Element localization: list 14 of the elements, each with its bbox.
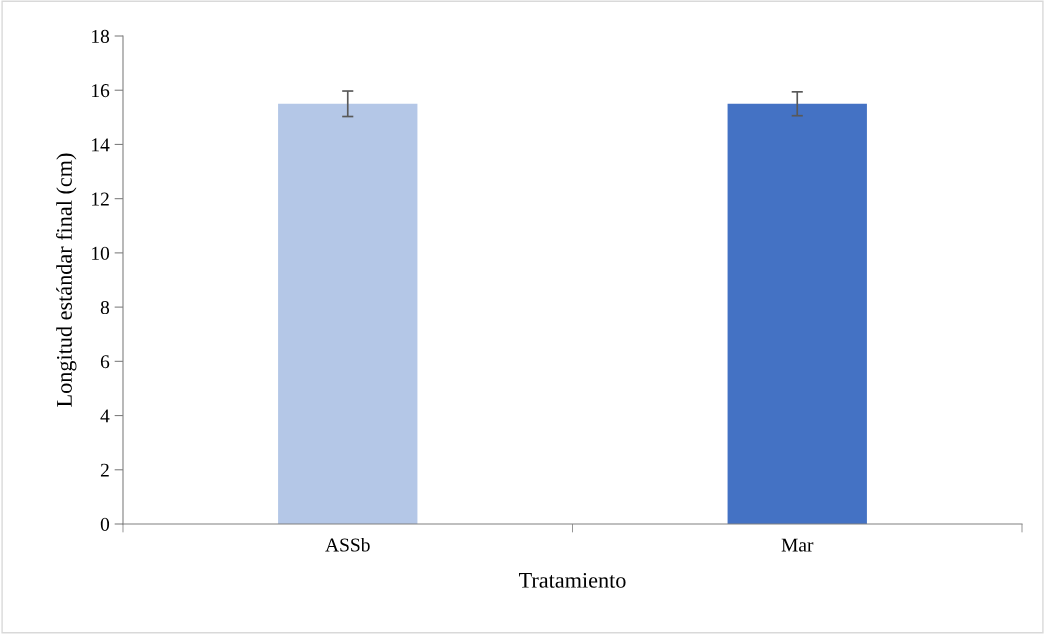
y-tick-label: 6 [100, 355, 110, 369]
x-axis-title: Tratamiento [518, 572, 626, 588]
y-tick-label: 2 [100, 463, 109, 477]
y-tick-label: 14 [92, 138, 110, 152]
y-tick-label: 4 [100, 409, 110, 423]
x-tick-label: ASSb [325, 537, 370, 552]
y-axis-title: Longitud estándar final (cm) [56, 153, 77, 407]
y-tick-label: 16 [92, 84, 110, 98]
y-tick-label: 8 [100, 300, 110, 315]
y-tick-label: 0 [100, 517, 110, 531]
x-tick-label: Mar [781, 538, 814, 552]
y-tick-label: 18 [92, 29, 110, 43]
y-tick-label: 10 [92, 246, 110, 260]
y-tick-label: 12 [92, 192, 109, 206]
